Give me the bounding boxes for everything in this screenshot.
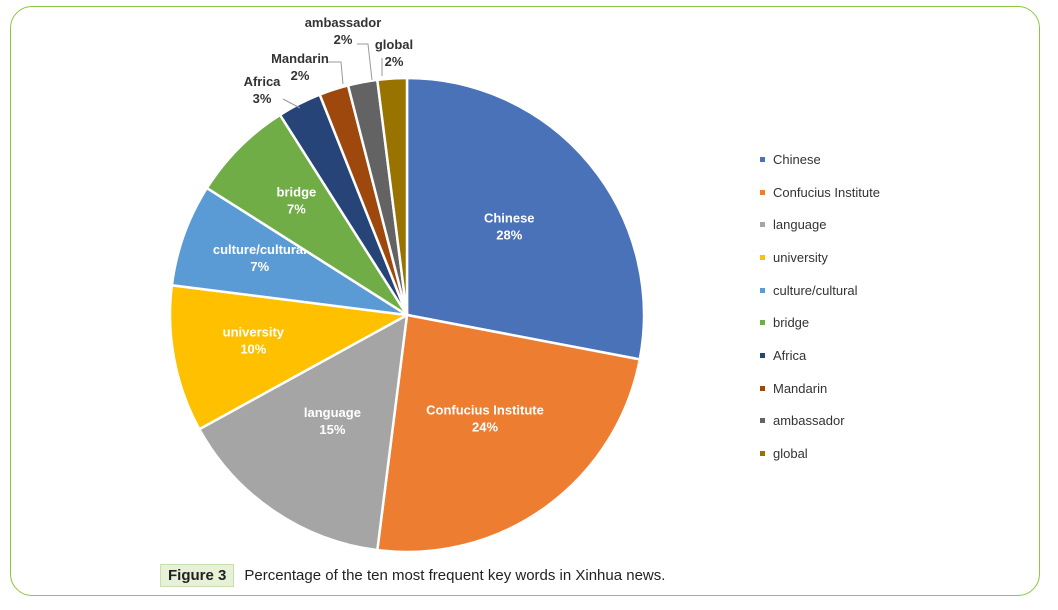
legend-item-bridge: bridge [760, 306, 880, 339]
slice-label-value: 24% [472, 419, 498, 434]
slice-label-name: global [375, 37, 413, 52]
pie-slice-chinese [405, 76, 646, 361]
legend-swatch [760, 418, 765, 424]
legend-item-mandarin: Mandarin [760, 372, 880, 405]
legend-item-confucius-institute: Confucius Institute [760, 176, 880, 209]
data-label-mandarin: Mandarin 2% [271, 51, 329, 83]
data-label-confucius-institute: Confucius Institute 24% [426, 402, 544, 434]
slice-label-value: 10% [240, 341, 266, 356]
data-label-africa: Africa 3% [244, 74, 282, 106]
legend-swatch [760, 222, 765, 228]
data-label-university: university 10% [223, 324, 285, 356]
legend-item-language: language [760, 208, 880, 241]
figure-caption: Figure 3 Percentage of the ten most freq… [160, 564, 665, 587]
slice-label-value: 3% [253, 91, 272, 106]
pie-slice-bridge [205, 113, 409, 317]
data-label-culture-cultural: culture/cultural 7% [213, 242, 307, 274]
slice-label-value: 7% [287, 201, 306, 216]
data-label-bridge: bridge 7% [277, 184, 317, 216]
legend-item-culture-cultural: culture/cultural [760, 274, 880, 307]
legend-swatch [760, 385, 765, 391]
slice-label-name: Confucius Institute [426, 402, 544, 417]
pie-slice-language [197, 312, 409, 552]
legend-item-university: university [760, 241, 880, 274]
slice-label-value: 28% [496, 227, 522, 242]
pie-slice-culture-cultural [170, 186, 408, 317]
data-label-chinese: Chinese 28% [484, 210, 535, 242]
legend-swatch [760, 156, 765, 162]
legend-item-ambassador: ambassador [760, 405, 880, 438]
legend-label: ambassador [773, 413, 845, 429]
leader-line-ambassador [357, 43, 373, 81]
slice-label-name: university [223, 324, 285, 339]
legend-label: Mandarin [773, 380, 828, 396]
slice-label-name: language [304, 405, 361, 420]
slice-label-name: bridge [277, 184, 317, 199]
legend-swatch [760, 320, 765, 326]
pie-slice-global [375, 76, 409, 316]
legend-item-global: global [760, 437, 880, 470]
caption-text: Percentage of the ten most frequent key … [244, 567, 666, 584]
slice-label-value: 2% [385, 54, 404, 69]
pie-slice-university [168, 283, 411, 431]
legend-label: Chinese [773, 151, 821, 167]
pie-slice-confucius-institute [375, 313, 642, 554]
slice-label-name: Mandarin [271, 51, 329, 66]
legend-swatch [760, 451, 765, 457]
slice-label-value: 2% [334, 32, 353, 47]
data-label-language: language 15% [304, 405, 361, 437]
legend-swatch [760, 254, 765, 260]
slice-label-value: 2% [291, 68, 310, 83]
data-label-global: global 2% [375, 37, 413, 69]
legend-item-chinese: Chinese [760, 143, 880, 176]
legend-label: culture/cultural [773, 282, 858, 298]
slice-label-name: culture/cultural [213, 242, 307, 257]
legend-swatch [760, 287, 765, 293]
slice-label-name: Africa [244, 74, 282, 89]
legend-label: Confucius Institute [773, 184, 880, 200]
leader-line-africa [282, 98, 301, 109]
leader-line-mandarin [328, 61, 344, 85]
legend-label: global [773, 446, 808, 462]
legend-label: Africa [773, 347, 807, 363]
legend-label: language [773, 217, 827, 233]
legend-swatch [760, 352, 765, 358]
legend-label: university [773, 249, 828, 265]
chart-legend: Chinese Confucius Institute language univer… [760, 143, 880, 470]
slice-label-value: 7% [250, 259, 269, 274]
slice-label-name: ambassador [305, 15, 382, 30]
slice-label-value: 15% [319, 422, 345, 437]
slice-label-name: Chinese [484, 210, 535, 225]
figure-label: Figure 3 [160, 564, 235, 587]
legend-label: bridge [773, 315, 810, 331]
legend-swatch [760, 189, 765, 195]
legend-item-africa: Africa [760, 339, 880, 372]
data-label-ambassador: ambassador 2% [305, 15, 382, 47]
